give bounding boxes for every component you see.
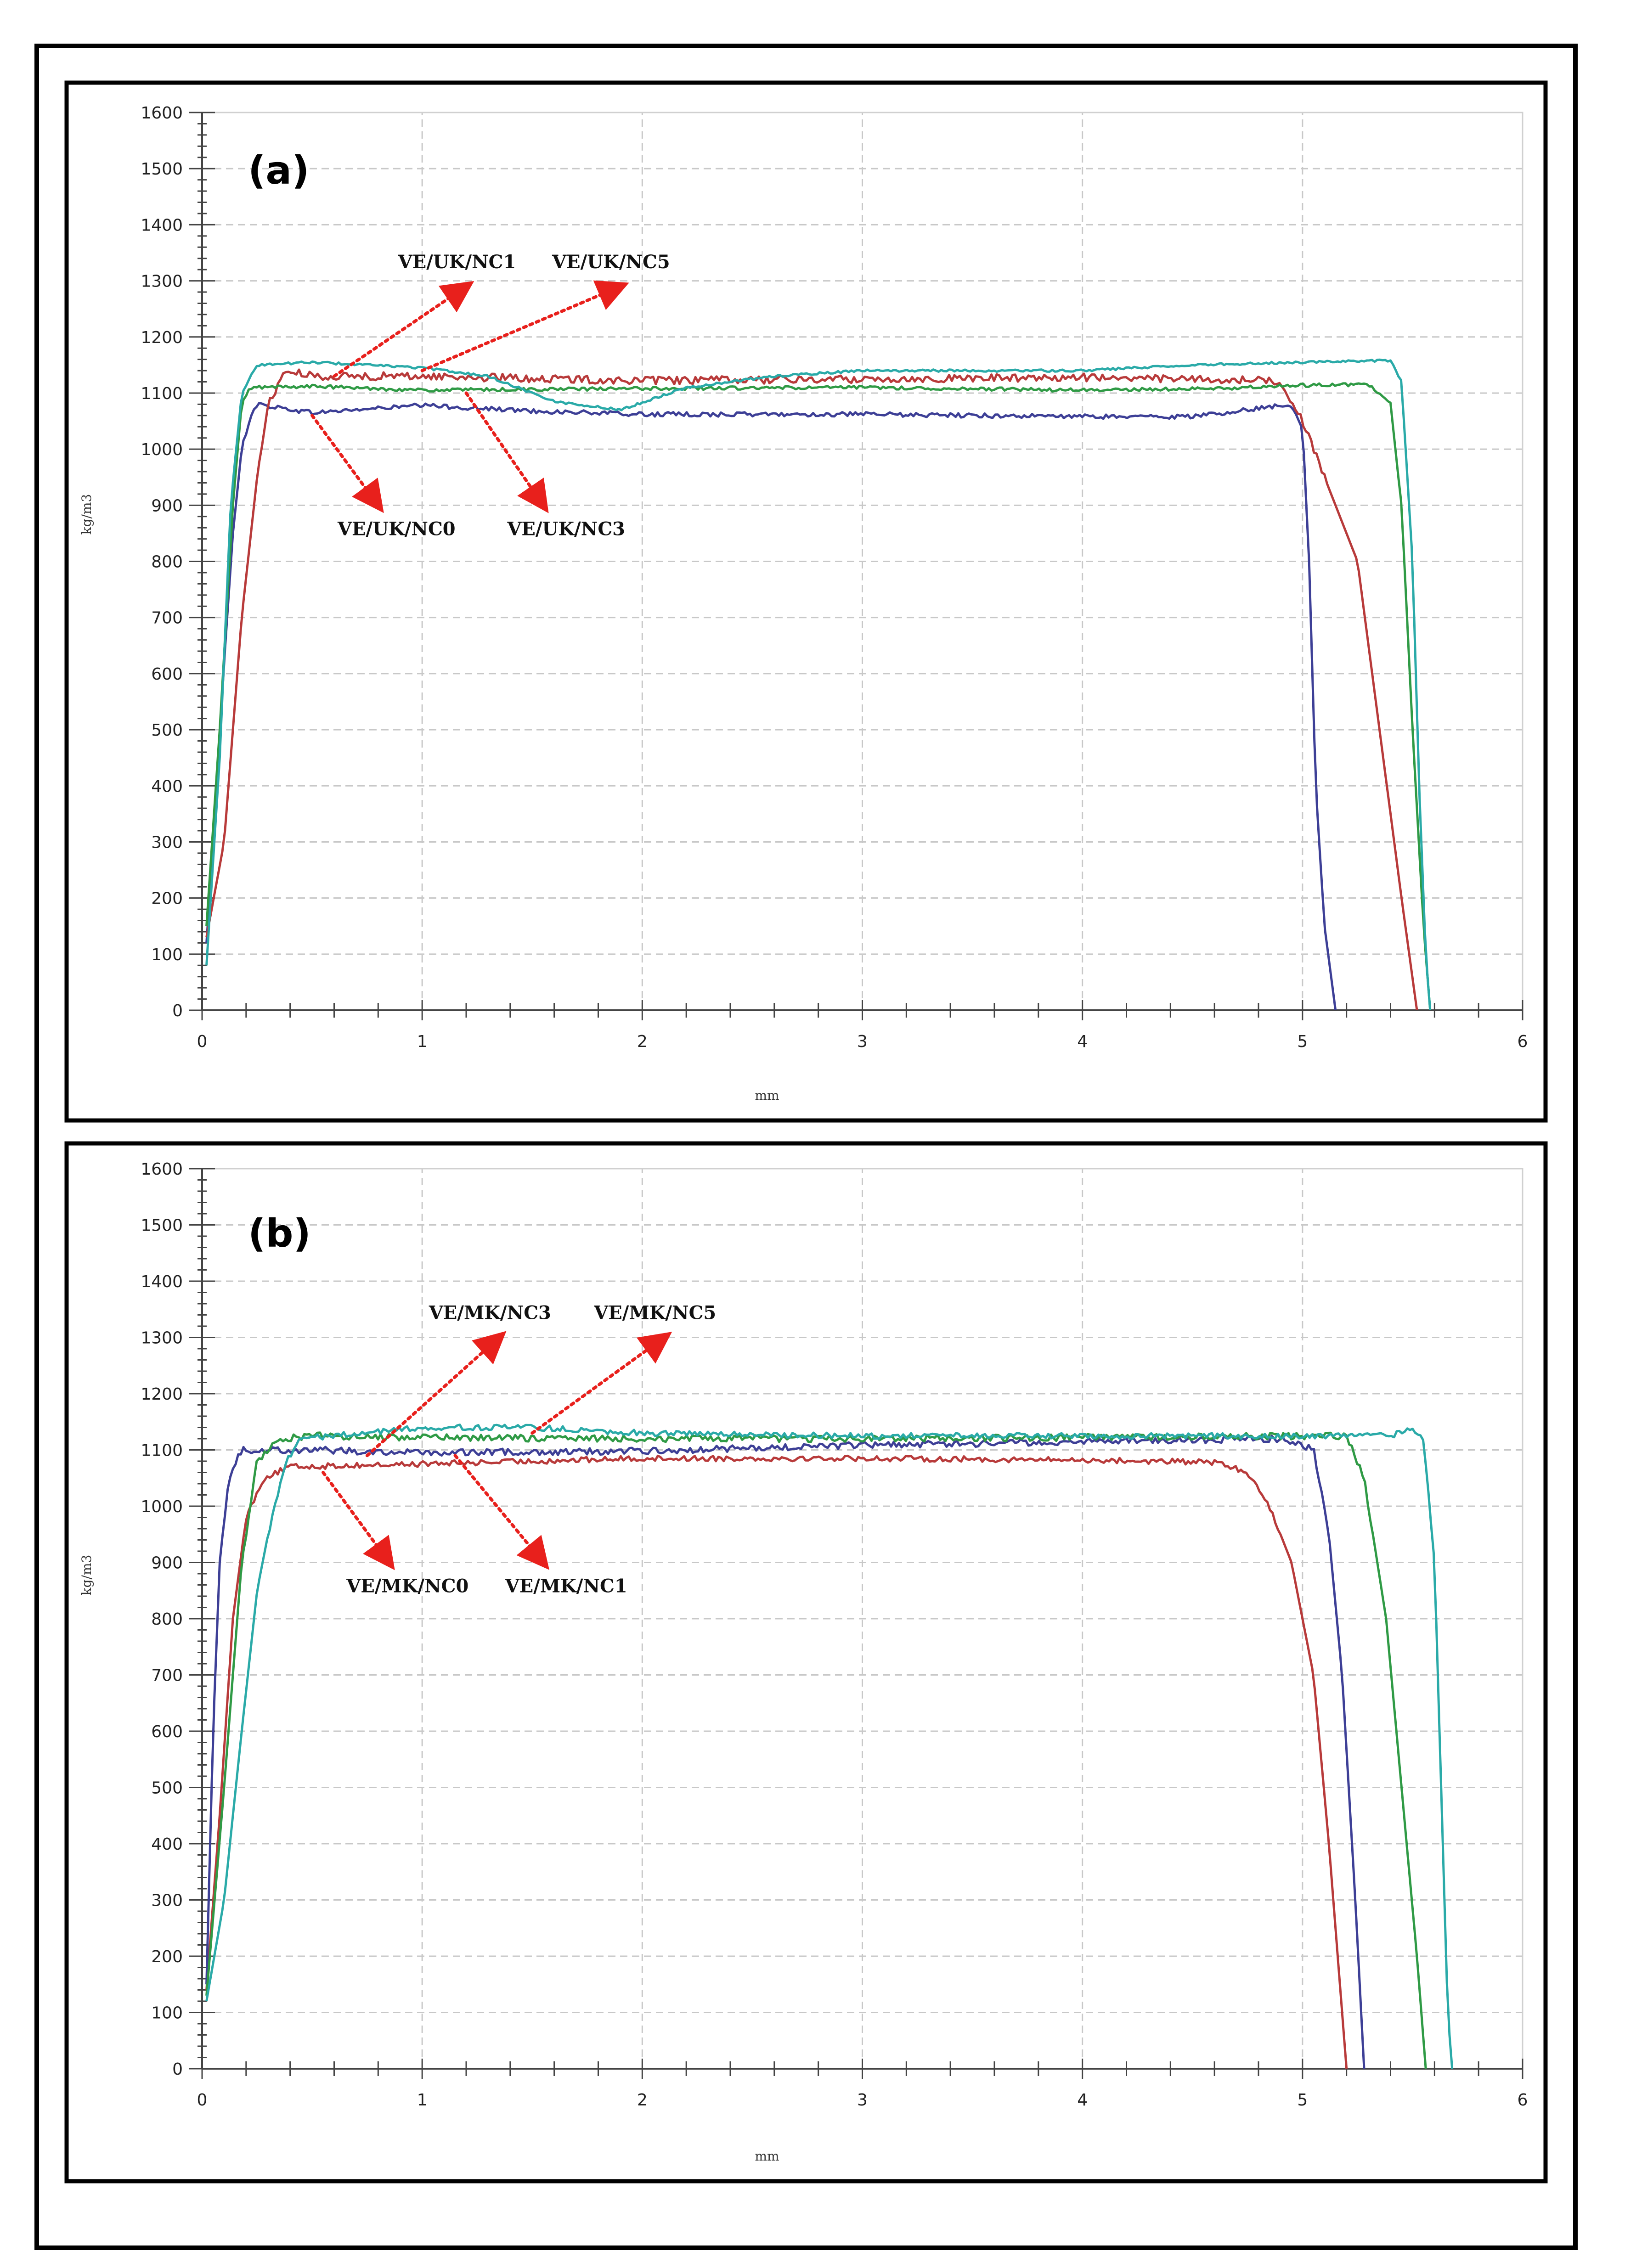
annotation-label: VE/MK/NC0 (346, 1576, 468, 1597)
y-tick-label: 1600 (141, 104, 183, 123)
x-tick-label: 6 (1518, 2091, 1528, 2110)
y-tick-label: 1000 (141, 440, 183, 459)
x-tick-label: 5 (1297, 1032, 1308, 1051)
series-ve-uk-nc1 (205, 368, 1418, 1010)
outer-frame (34, 44, 1578, 2250)
y-tick-label: 200 (151, 889, 183, 908)
panel-a: 0100200300400500600700800900100011001200… (64, 80, 1548, 1123)
y-tick-label: 300 (151, 1891, 183, 1910)
y-tick-label: 1300 (141, 1329, 183, 1348)
y-tick-label: 400 (151, 777, 183, 796)
annotation-label: VE/UK/NC0 (337, 518, 456, 540)
panel-a-series (205, 358, 1432, 1010)
y-tick-label: 500 (151, 721, 183, 740)
y-tick-label: 1500 (141, 1216, 183, 1235)
annotation-arrow (365, 1331, 507, 1458)
panel-a-frame (64, 80, 1548, 1123)
y-tick-label: 1100 (141, 384, 183, 403)
panel-b-x-axis-label: mm (755, 2149, 779, 2164)
y-tick-label: 1600 (141, 1160, 183, 1179)
annotation-arrow (464, 391, 549, 513)
series-ve-mk-nc5 (205, 1424, 1454, 2069)
y-tick-label: 600 (151, 665, 183, 684)
annotation-arrow (530, 1332, 672, 1435)
annotation-label: VE/MK/NC1 (505, 1576, 627, 1597)
y-tick-label: 1400 (141, 216, 183, 235)
panel-a-x-tick-labels: 0 1 2 3 4 5 6 (197, 1032, 1528, 1051)
panel-b-annotations: VE/MK/NC3 VE/MK/NC5 VE/MK/NC0 VE/MK/NC1 (322, 1302, 716, 1597)
y-tick-label: 100 (151, 2004, 183, 2023)
series-ve-mk-nc0 (205, 1454, 1348, 2069)
x-tick-label: 2 (637, 2091, 648, 2110)
panel-a-label: (a) (248, 148, 309, 193)
y-tick-label: 800 (151, 553, 183, 572)
panel-b: 0100200300400500600700800900100011001200… (64, 1141, 1548, 2184)
x-tick-label: 4 (1077, 2091, 1088, 2110)
y-tick-label: 1100 (141, 1441, 183, 1460)
y-tick-label: 1500 (141, 160, 183, 179)
panel-a-x-axis-label: mm (755, 1088, 779, 1103)
y-tick-label: 400 (151, 1835, 183, 1854)
y-tick-label: 1200 (141, 1385, 183, 1404)
panel-b-y-axis-label: kg/m3 (79, 1555, 94, 1596)
x-tick-label: 1 (417, 1032, 428, 1051)
x-tick-label: 6 (1518, 1032, 1528, 1051)
y-tick-label: 900 (151, 1554, 183, 1573)
x-tick-label: 0 (197, 1032, 208, 1051)
x-tick-label: 4 (1077, 1032, 1088, 1051)
annotation-arrow (333, 281, 474, 378)
panel-a-y-axis-label: kg/m3 (79, 494, 94, 535)
y-tick-label: 1400 (141, 1272, 183, 1291)
panel-b-axes (189, 1168, 1523, 2079)
y-tick-label: 700 (151, 609, 183, 628)
y-tick-label: 900 (151, 496, 183, 515)
series-ve-mk-nc1 (205, 1435, 1365, 2069)
annotation-arrow (310, 414, 384, 513)
y-tick-label: 200 (151, 1947, 183, 1966)
annotation-arrow (322, 1471, 395, 1570)
y-tick-label: 600 (151, 1722, 183, 1741)
x-tick-label: 3 (857, 1032, 868, 1051)
series-ve-uk-nc3 (205, 382, 1432, 1010)
y-tick-label: 800 (151, 1610, 183, 1629)
panel-a-y-tick-labels: 0 100 200 300 400 500 600 700 800 900 1000 1100 1200… (141, 104, 183, 1020)
y-tick-label: 0 (172, 1002, 183, 1020)
x-tick-label: 3 (857, 2091, 868, 2110)
x-tick-label: 5 (1297, 2091, 1308, 2110)
annotation-arrow (420, 280, 629, 372)
x-tick-label: 0 (197, 2091, 208, 2110)
panel-b-frame (64, 1141, 1548, 2184)
panel-b-label: (b) (248, 1211, 311, 1256)
annotation-label: VE/UK/NC1 (398, 251, 516, 273)
annotation-label: VE/UK/NC3 (507, 518, 625, 540)
panel-a-annotations: VE/UK/NC1 VE/UK/NC5 VE/UK/NC0 VE/UK/NC3 (310, 251, 670, 540)
annotation-label: VE/MK/NC3 (429, 1302, 551, 1324)
panel-b-x-tick-labels: 0 1 2 3 4 5 6 (197, 2091, 1528, 2110)
y-tick-label: 0 (172, 2060, 183, 2079)
series-ve-uk-nc0 (205, 402, 1337, 1010)
series-ve-uk-nc5 (205, 358, 1432, 1010)
annotation-arrow (453, 1454, 550, 1570)
panel-a-axes (189, 112, 1523, 1020)
y-tick-label: 1300 (141, 272, 183, 291)
y-tick-label: 100 (151, 945, 183, 964)
y-tick-label: 500 (151, 1779, 183, 1798)
x-tick-label: 1 (417, 2091, 428, 2110)
y-tick-label: 700 (151, 1666, 183, 1685)
x-tick-label: 2 (637, 1032, 648, 1051)
annotation-label: VE/UK/NC5 (552, 251, 670, 273)
panel-b-grid (201, 1168, 1523, 2070)
y-tick-label: 1000 (141, 1497, 183, 1516)
y-tick-label: 1200 (141, 328, 183, 347)
annotation-label: VE/MK/NC5 (593, 1302, 716, 1324)
panel-b-series (205, 1424, 1454, 2069)
y-tick-label: 300 (151, 833, 183, 852)
panel-b-y-tick-labels: 0 100 200 300 400 500 600 700 800 900 1000 1100 1200… (141, 1160, 183, 2079)
